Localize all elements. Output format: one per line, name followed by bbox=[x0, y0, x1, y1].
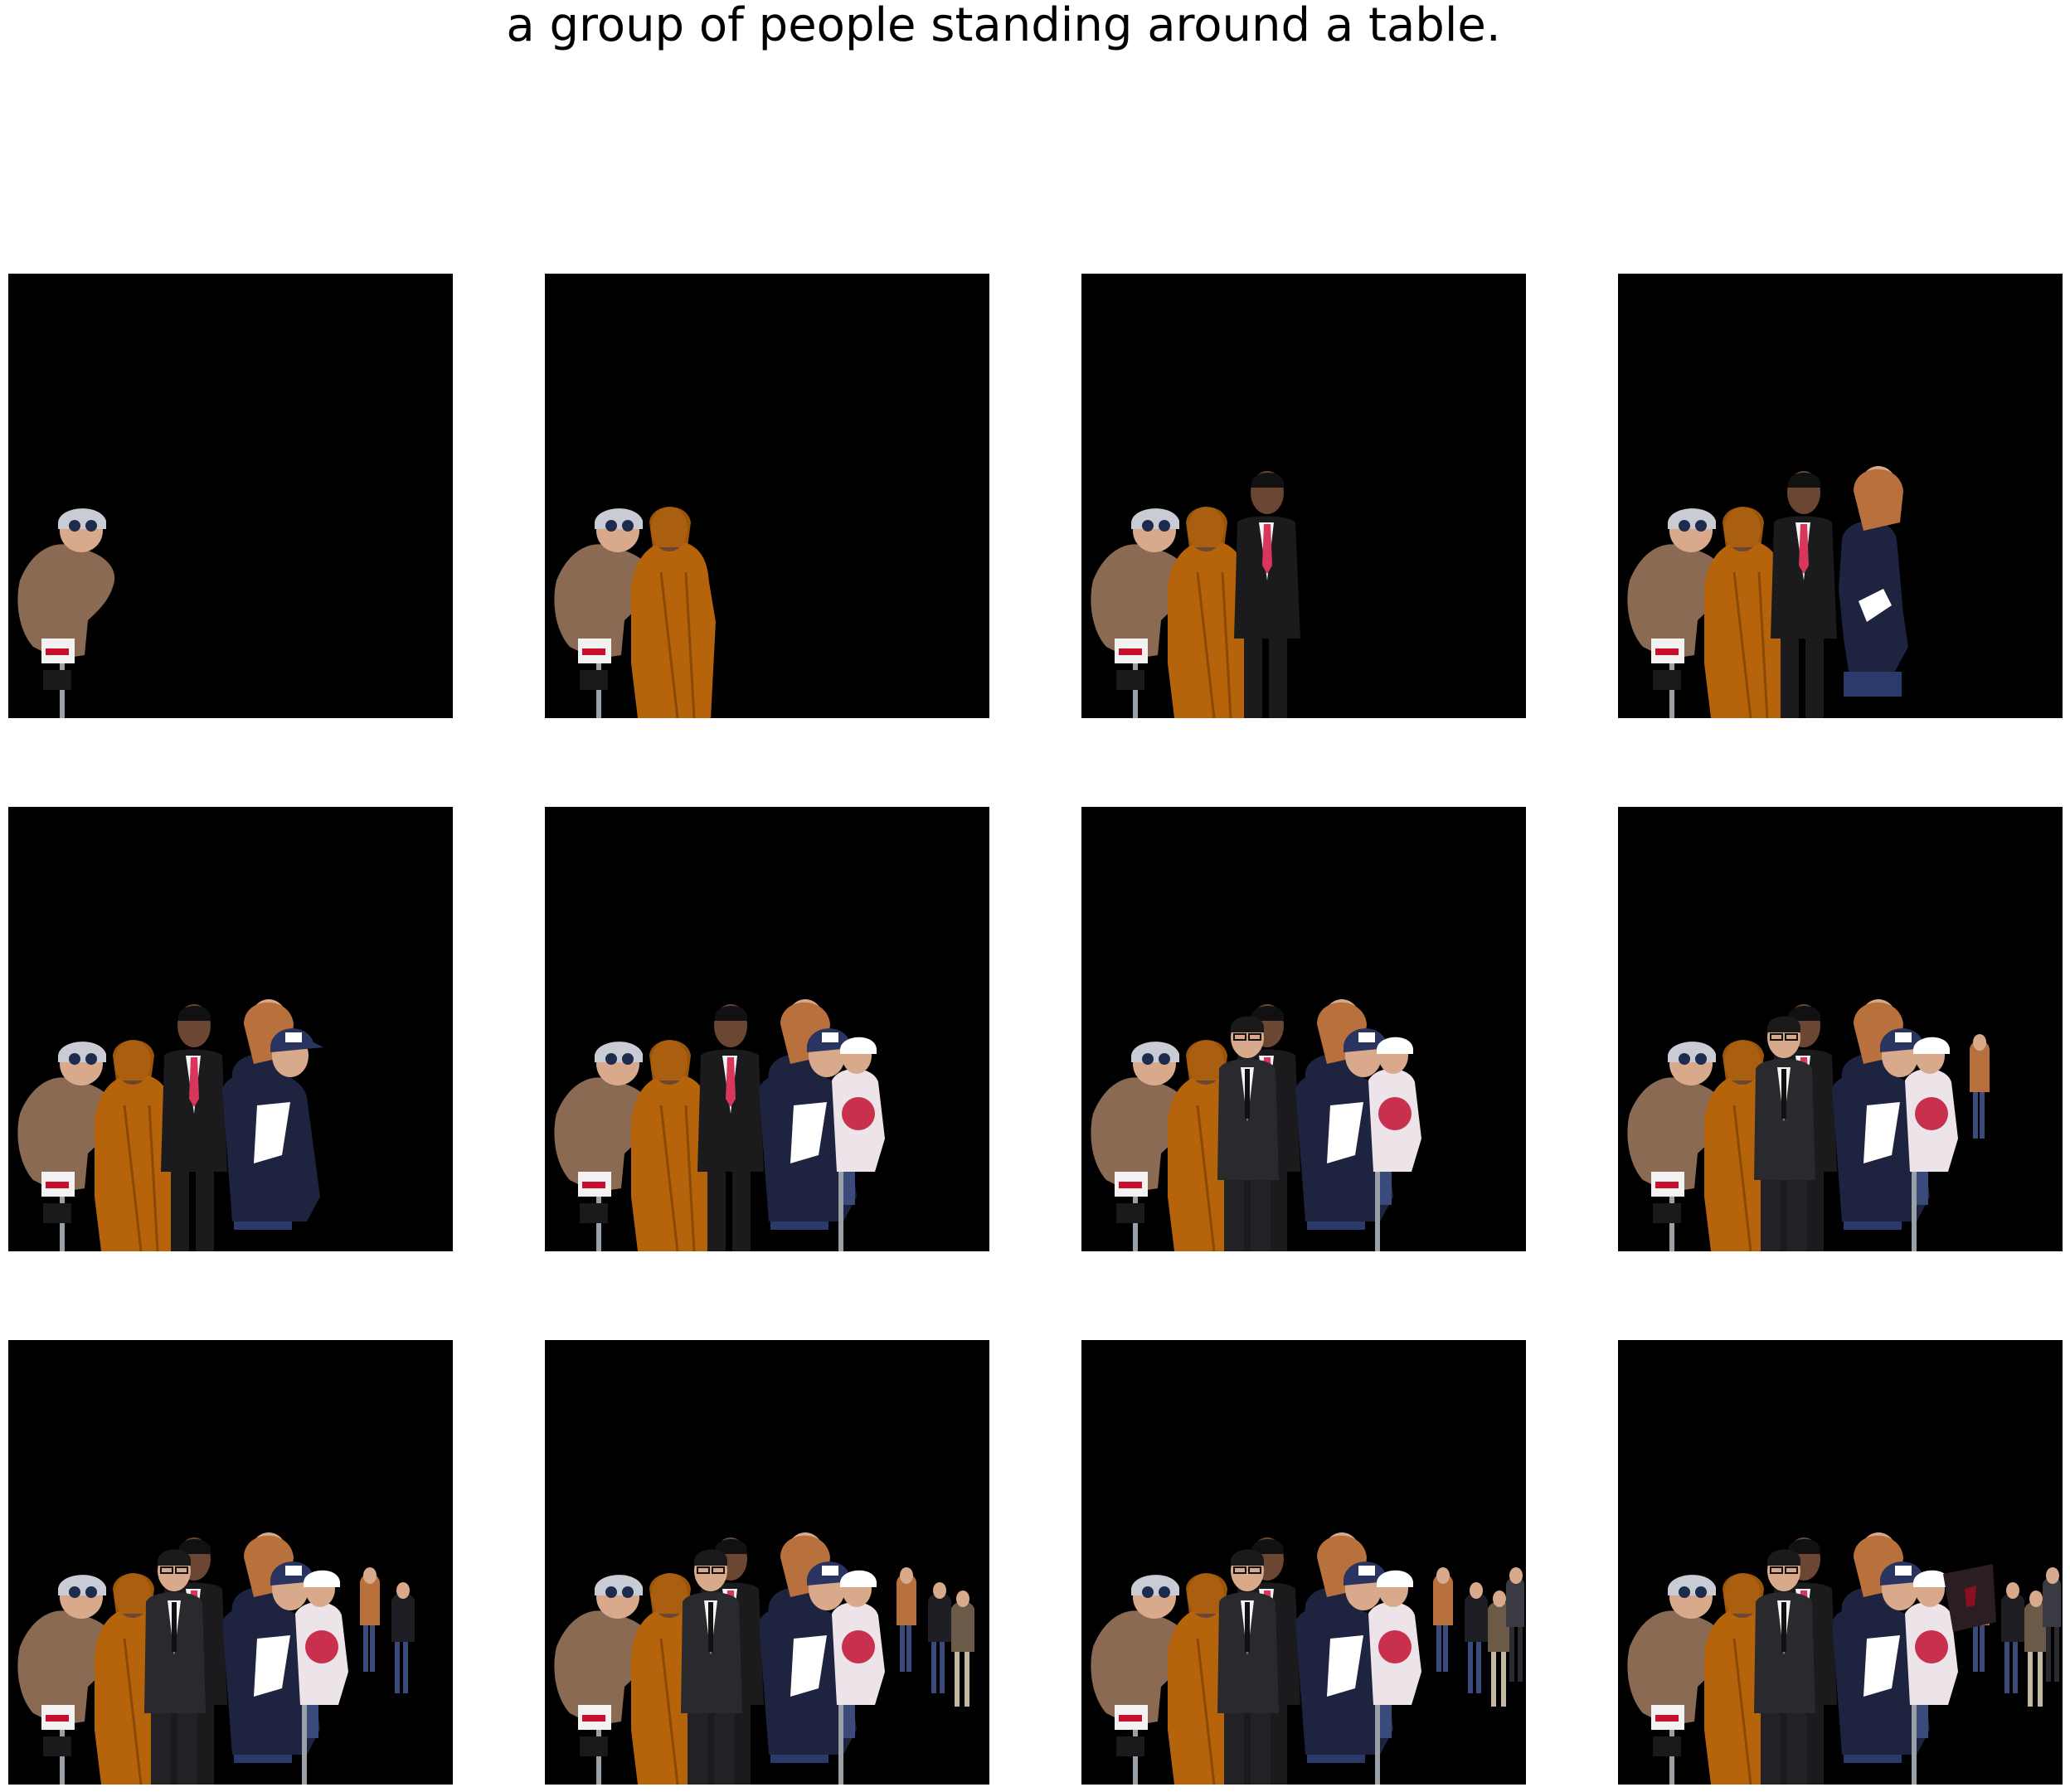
collage-panel-3 bbox=[1081, 274, 1526, 718]
figure-cap-man bbox=[759, 1028, 860, 1221]
figure-small-person-1 bbox=[1970, 1034, 1990, 1139]
figure-cap-man bbox=[759, 1561, 860, 1755]
figure-toddler bbox=[1627, 1575, 1725, 1785]
panel-grid bbox=[8, 274, 2063, 1785]
figure-glasses-man bbox=[144, 1549, 206, 1785]
figure-child-white-shirt bbox=[1368, 1037, 1421, 1251]
collage-panel-6 bbox=[545, 807, 989, 1251]
figure-robe-woman bbox=[1704, 507, 1789, 718]
collage-panel-4 bbox=[1618, 274, 2063, 718]
figure-toddler bbox=[1091, 1042, 1188, 1251]
collage-image-7 bbox=[1091, 999, 1421, 1251]
figure-toddler bbox=[17, 1575, 115, 1785]
figure-toddler bbox=[554, 1575, 652, 1785]
collage-panel-8 bbox=[1618, 807, 2063, 1251]
collage-image-4 bbox=[1627, 466, 1908, 718]
figure-toddler bbox=[1091, 508, 1188, 718]
figure-robe-woman bbox=[1168, 507, 1252, 718]
figure-small-person-3 bbox=[2024, 1590, 2048, 1707]
figure-suit-man bbox=[1234, 471, 1300, 718]
collage-panel-12 bbox=[1618, 1340, 2063, 1785]
collage-panel-5 bbox=[8, 807, 453, 1251]
figure-glasses-man bbox=[1754, 1016, 1815, 1251]
figure-toddler bbox=[1627, 1042, 1725, 1251]
collage-image-12 bbox=[1627, 1532, 2061, 1785]
figure-child-white-shirt bbox=[832, 1570, 885, 1785]
figure-toddler bbox=[17, 1042, 115, 1251]
figure-cap-man bbox=[1832, 1561, 1933, 1755]
figure-small-person-2 bbox=[1465, 1582, 1488, 1693]
figure-child-white-shirt bbox=[1905, 1037, 1958, 1251]
figure-small-person-2 bbox=[928, 1582, 951, 1693]
collage-image-11 bbox=[1091, 1532, 1524, 1785]
figure-toddler bbox=[17, 508, 115, 718]
figure-cap-man bbox=[222, 1028, 323, 1221]
figure-toddler bbox=[554, 1042, 652, 1251]
figure-child-white-shirt bbox=[1905, 1570, 1958, 1785]
collage-image-5 bbox=[17, 999, 323, 1251]
figure-toddler bbox=[554, 508, 652, 718]
collage-image-1 bbox=[17, 508, 115, 718]
collage-panel-9 bbox=[8, 1340, 453, 1785]
collage-image-2 bbox=[554, 507, 716, 718]
collage-image-10 bbox=[554, 1532, 974, 1785]
collage-image-9 bbox=[17, 1532, 415, 1785]
figure-small-person-2 bbox=[391, 1582, 415, 1693]
figure-glasses-man bbox=[1217, 1016, 1279, 1251]
collage-image-6 bbox=[554, 999, 885, 1251]
figure-toddler bbox=[1091, 1575, 1188, 1785]
figure-title: a group of people standing around a tabl… bbox=[506, 0, 1501, 52]
figure-glasses-man bbox=[681, 1549, 742, 1785]
figure-dark-flag bbox=[1943, 1564, 1996, 1632]
figure-child-white-shirt bbox=[295, 1570, 348, 1785]
figure-small-person-4 bbox=[2043, 1567, 2061, 1682]
figure-red-hair-woman bbox=[1839, 466, 1908, 697]
figure-child-white-shirt bbox=[1368, 1570, 1421, 1785]
figure-suit-man bbox=[161, 1004, 227, 1251]
figure-toddler bbox=[1627, 508, 1725, 718]
figure-small-person-3 bbox=[951, 1590, 974, 1707]
collage-image-3 bbox=[1091, 471, 1300, 718]
figure-child-white-shirt bbox=[832, 1037, 885, 1251]
figure-small-person-1 bbox=[360, 1567, 380, 1672]
figure-glasses-man bbox=[1217, 1549, 1279, 1785]
figure-cap-man bbox=[1295, 1561, 1397, 1755]
collage-panel-11 bbox=[1081, 1340, 1526, 1785]
collage-image-8 bbox=[1627, 999, 1990, 1251]
figure-glasses-man bbox=[1754, 1549, 1815, 1785]
collage-panel-2 bbox=[545, 274, 989, 718]
collage-panel-10 bbox=[545, 1340, 989, 1785]
figure-small-person-4 bbox=[1506, 1567, 1524, 1682]
figure-robe-woman bbox=[631, 507, 716, 718]
figure-robe-woman bbox=[95, 1040, 179, 1251]
figure-cap-man bbox=[1832, 1028, 1933, 1221]
figure-small-person-1 bbox=[897, 1567, 916, 1672]
figure-suit-man bbox=[697, 1004, 764, 1251]
figure-small-person-1 bbox=[1433, 1567, 1453, 1672]
collage-panel-7 bbox=[1081, 807, 1526, 1251]
collage-panel-1 bbox=[8, 274, 453, 718]
figure-robe-woman bbox=[631, 1040, 716, 1251]
figure-cap-man bbox=[222, 1561, 323, 1755]
figure-small-person-3 bbox=[1488, 1590, 1511, 1707]
figure-small-person-2 bbox=[2001, 1582, 2024, 1693]
figure-suit-man bbox=[1771, 471, 1837, 718]
